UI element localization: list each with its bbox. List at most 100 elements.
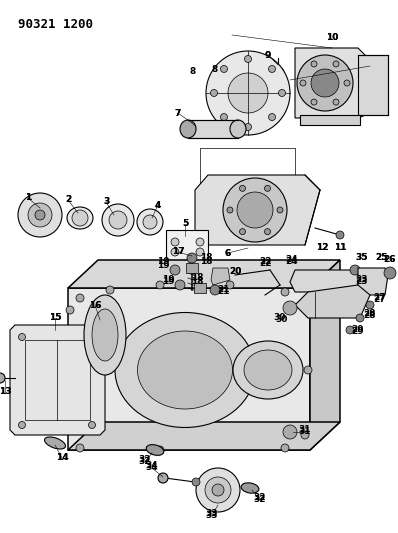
Text: 13: 13 [0,387,11,397]
Polygon shape [10,325,105,435]
Text: 18: 18 [200,257,212,266]
Ellipse shape [45,437,66,449]
Text: 23: 23 [356,276,368,285]
Text: 28: 28 [364,311,376,319]
Text: 16: 16 [89,301,101,310]
Circle shape [297,55,353,111]
Text: 27: 27 [374,294,386,303]
Ellipse shape [115,312,255,427]
Text: 25: 25 [376,253,388,262]
Circle shape [227,207,233,213]
Text: 20: 20 [229,268,241,277]
Polygon shape [188,120,238,138]
Circle shape [187,253,197,263]
Circle shape [240,185,246,191]
Text: 6: 6 [225,248,231,257]
Text: 13: 13 [0,387,11,397]
Ellipse shape [84,295,126,375]
Polygon shape [295,48,378,118]
Text: 5: 5 [182,220,188,229]
Circle shape [265,229,271,235]
Ellipse shape [180,120,196,138]
Circle shape [350,265,360,275]
Polygon shape [194,283,206,293]
Circle shape [35,210,45,220]
Text: 3: 3 [103,198,109,206]
Circle shape [143,215,157,229]
Polygon shape [195,175,320,245]
Polygon shape [358,55,388,115]
Text: 1: 1 [25,193,31,203]
Circle shape [272,67,284,79]
Text: 32: 32 [254,494,266,503]
Ellipse shape [92,309,118,361]
Polygon shape [310,260,340,450]
Circle shape [281,288,289,296]
Text: 9: 9 [265,51,271,60]
Circle shape [158,473,168,483]
Circle shape [18,193,62,237]
Text: 32: 32 [254,496,266,505]
Circle shape [72,210,88,226]
Circle shape [171,238,179,246]
Text: 33: 33 [206,511,218,520]
Text: 22: 22 [259,257,271,266]
Circle shape [228,73,268,113]
Polygon shape [290,270,362,292]
Circle shape [283,425,297,439]
Polygon shape [68,260,340,288]
Circle shape [196,468,240,512]
Circle shape [170,265,180,275]
Text: 29: 29 [352,326,364,335]
Text: 34: 34 [146,464,158,472]
Text: 10: 10 [326,34,338,43]
Circle shape [175,280,185,290]
Text: 31: 31 [299,427,311,437]
Circle shape [333,99,339,105]
Text: 30: 30 [274,313,286,322]
Circle shape [279,90,285,96]
Text: 30: 30 [276,316,288,325]
Text: 17: 17 [172,247,184,256]
Text: 10: 10 [326,34,338,43]
Circle shape [28,203,52,227]
Ellipse shape [67,207,93,229]
Circle shape [192,478,200,486]
Ellipse shape [244,350,292,390]
Text: 14: 14 [56,454,68,463]
Circle shape [210,285,220,295]
Circle shape [66,426,74,434]
Polygon shape [295,285,370,318]
Ellipse shape [137,331,232,409]
Polygon shape [68,288,310,450]
Circle shape [226,281,234,289]
Text: 28: 28 [364,309,376,318]
Circle shape [66,306,74,314]
Circle shape [311,69,339,97]
Text: 90321 1200: 90321 1200 [18,18,93,31]
Text: 33: 33 [206,508,218,518]
Text: 7: 7 [175,109,181,117]
Text: 11: 11 [334,244,346,253]
Circle shape [356,314,364,322]
Text: 18: 18 [191,273,203,282]
Text: 22: 22 [259,259,271,268]
Text: 21: 21 [218,286,230,295]
Polygon shape [358,268,388,295]
Circle shape [88,334,96,341]
Circle shape [76,294,84,302]
Text: 8: 8 [212,66,218,75]
Circle shape [311,99,317,105]
Text: 14: 14 [56,454,68,463]
Ellipse shape [146,445,164,455]
Text: 5: 5 [182,220,188,229]
Circle shape [137,209,163,235]
Circle shape [311,61,317,67]
Circle shape [212,484,224,496]
Text: 19: 19 [157,257,169,266]
Text: 7: 7 [175,109,181,117]
Text: 29: 29 [352,327,364,336]
Circle shape [384,267,396,279]
Circle shape [102,204,134,236]
Circle shape [346,326,354,334]
